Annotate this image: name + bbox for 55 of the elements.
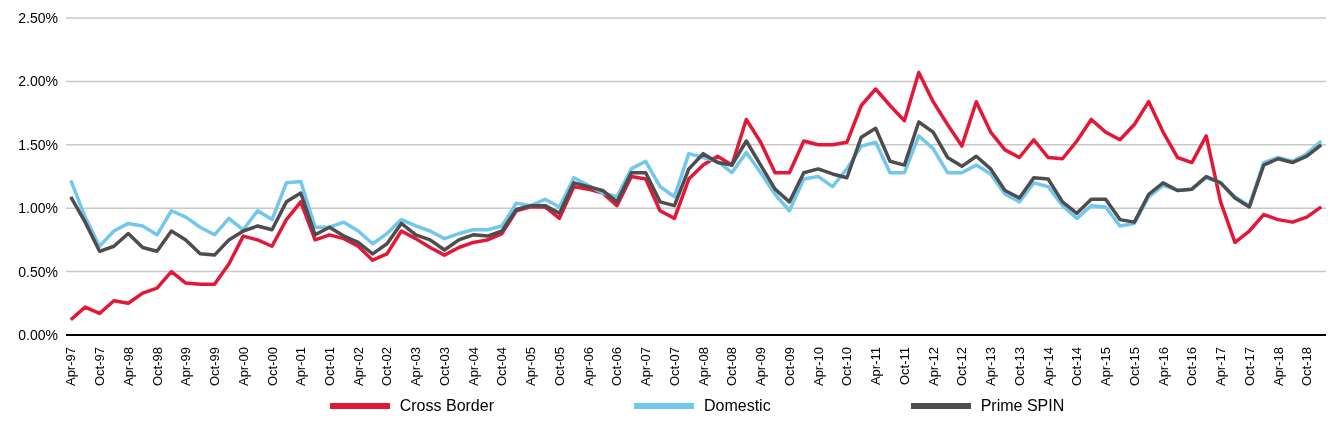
x-tick-label: Oct-10 <box>839 347 855 387</box>
x-tick-label: Oct-02 <box>379 347 395 387</box>
x-tick-label: Apr-07 <box>638 347 654 387</box>
x-tick-label: Apr-02 <box>350 347 366 387</box>
line-series <box>69 120 1323 257</box>
x-tick-label: Apr-06 <box>580 347 596 387</box>
x-tick-label: Oct-14 <box>1069 347 1085 387</box>
x-tick-label: Apr-16 <box>1155 347 1171 387</box>
x-tick-label: Apr-09 <box>753 347 769 387</box>
y-tick-label: 0.50% <box>18 263 58 280</box>
x-tick-label: Apr-99 <box>178 347 194 387</box>
x-tick-label: Apr-10 <box>810 347 826 387</box>
x-tick-label: Apr-14 <box>1040 347 1056 387</box>
y-tick-label: 1.50% <box>18 136 58 153</box>
x-tick-label: Apr-00 <box>235 347 251 387</box>
x-tick-label: Apr-15 <box>1098 347 1114 387</box>
x-tick-label: Apr-98 <box>120 347 136 387</box>
x-tick-label: Oct-97 <box>92 347 108 387</box>
x-tick-label: Apr-08 <box>695 347 711 387</box>
x-tick-label: Oct-99 <box>207 347 223 387</box>
x-tick-label: Oct-98 <box>149 347 165 387</box>
y-tick-label: 1.00% <box>18 200 58 217</box>
x-tick-label: Apr-04 <box>465 347 481 387</box>
y-tick-label: 2.00% <box>18 73 58 90</box>
x-tick-label: Oct-08 <box>724 347 740 387</box>
y-tick-label: 0.00% <box>18 326 58 343</box>
x-tick-label: Oct-04 <box>494 347 510 387</box>
x-tick-label: Oct-17 <box>1241 347 1257 387</box>
x-tick-label: Oct-01 <box>322 347 337 387</box>
x-tick-label: Oct-11 <box>896 347 912 386</box>
legend-label: Prime SPIN <box>980 397 1065 415</box>
x-tick-label: Apr-18 <box>1270 347 1286 387</box>
y-tick-label: 2.50% <box>18 9 58 26</box>
x-tick-label: Apr-12 <box>925 347 941 387</box>
legend-label: Domestic <box>703 397 771 415</box>
x-tick-label: Apr-05 <box>523 347 539 387</box>
x-tick-label: Oct-07 <box>666 347 682 387</box>
x-tick-label: Oct-06 <box>609 347 625 387</box>
legend-label: Cross Border <box>399 397 494 415</box>
x-tick-label: Apr-03 <box>408 347 424 387</box>
line-series <box>69 70 1323 322</box>
x-tick-label: Oct-12 <box>954 347 970 387</box>
x-tick-label: Apr-11 <box>868 347 884 386</box>
x-tick-label: Apr-01 <box>293 347 309 387</box>
x-tick-label: Oct-09 <box>781 347 797 387</box>
x-tick-label: Oct-00 <box>264 347 280 387</box>
x-tick-label: Apr-13 <box>983 347 999 387</box>
x-tick-label: Oct-16 <box>1184 347 1200 387</box>
x-tick-label: Oct-05 <box>551 347 567 387</box>
x-tick-label: Oct-15 <box>1126 347 1142 387</box>
x-tick-label: Apr-17 <box>1213 347 1229 387</box>
x-tick-label: Apr-97 <box>63 347 79 387</box>
x-tick-label: Oct-03 <box>436 347 452 387</box>
x-tick-label: Oct-18 <box>1299 347 1315 387</box>
x-tick-label: Oct-13 <box>1011 347 1027 387</box>
